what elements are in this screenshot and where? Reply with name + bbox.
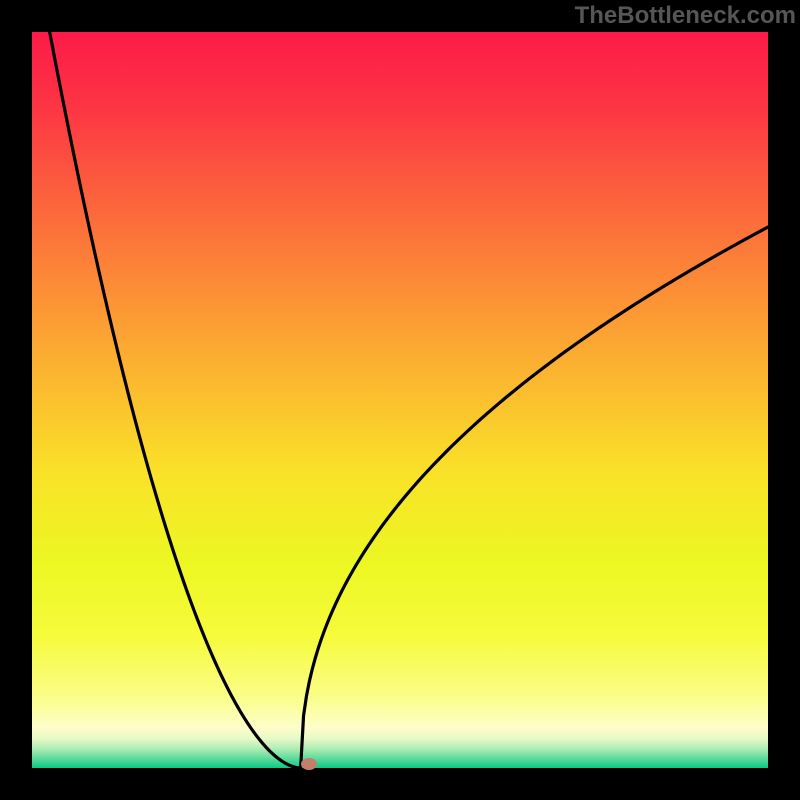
bottleneck-marker	[301, 758, 317, 770]
chart-container: TheBottleneck.com	[0, 0, 800, 800]
bottleneck-curve	[0, 0, 800, 800]
watermark-text: TheBottleneck.com	[575, 2, 796, 30]
